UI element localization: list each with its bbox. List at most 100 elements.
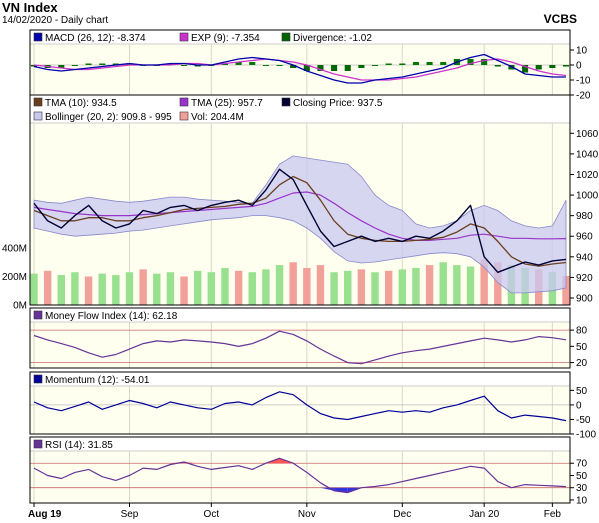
- legend-strip: [30, 437, 570, 451]
- closing-price-line: [33, 168, 567, 273]
- legend-swatch: [281, 32, 291, 42]
- divergence-bar: [385, 63, 392, 65]
- rsi-line: [33, 457, 567, 494]
- divergence-bar: [481, 59, 488, 65]
- legend-strip: [30, 308, 570, 322]
- y-tick-label: 0: [576, 61, 582, 72]
- volume-bar: [71, 272, 79, 305]
- y-tick-label: 980: [576, 211, 593, 222]
- x-tick-label: Jan 20: [469, 509, 499, 520]
- y-tick-label: 50: [576, 471, 588, 482]
- x-tick-label: Aug 19: [28, 509, 62, 520]
- rsi-oversold-area: [334, 487, 348, 493]
- divergence-bar: [494, 65, 501, 67]
- divergence-bar: [440, 62, 447, 65]
- divergence-bar: [412, 62, 419, 65]
- tma10-line: [33, 175, 567, 267]
- volume-bar: [221, 267, 229, 305]
- y-tick-label: 10: [576, 46, 588, 57]
- divergence-bar: [181, 65, 188, 66]
- divergence-bar: [167, 63, 174, 65]
- y-tick-label: 20: [576, 358, 588, 369]
- volume-tick-label: 200M: [2, 272, 27, 283]
- y-tick-label: 1000: [576, 191, 599, 202]
- volume-bar: [316, 265, 325, 305]
- volume-bar: [234, 270, 243, 305]
- divergence-bar: [30, 65, 38, 67]
- volume-bar: [180, 276, 188, 305]
- y-tick-label: 920: [576, 273, 593, 284]
- divergence-bar: [562, 65, 570, 67]
- legend-swatch: [179, 97, 189, 107]
- y-tick-label: -20: [576, 91, 591, 102]
- chart-subtitle: 14/02/2020 - Daily chart: [2, 15, 109, 26]
- chart-title: VN Index: [2, 0, 58, 15]
- legend-label: TMA (10): 934.5: [45, 98, 117, 109]
- momentum-line: [33, 391, 567, 422]
- volume-bar: [384, 270, 393, 305]
- volume-bar: [412, 267, 420, 305]
- volume-bar: [57, 275, 65, 305]
- divergence-bar: [262, 65, 269, 66]
- panel-frame: [29, 307, 571, 369]
- legend-strip: [30, 30, 570, 44]
- y-tick-label: -50: [576, 415, 591, 426]
- legend-label: Vol: 204.4M: [191, 112, 244, 123]
- legend-swatch: [33, 111, 43, 121]
- volume-bar: [480, 259, 488, 305]
- divergence-bar: [344, 65, 351, 71]
- volume-bar: [84, 276, 93, 305]
- volume-tick-label: 400M: [2, 244, 27, 255]
- legend-swatch: [179, 111, 189, 121]
- volume-bar: [262, 269, 270, 305]
- volume-bar: [139, 269, 147, 305]
- divergence-bar: [99, 63, 106, 65]
- legend-swatch: [33, 310, 43, 320]
- mfi-line: [33, 330, 567, 365]
- divergence-bar: [522, 65, 529, 73]
- y-tick-label: 50: [576, 342, 588, 353]
- divergence-bar: [426, 62, 433, 65]
- panel-frame: [29, 436, 571, 504]
- legend-label: Closing Price: 937.5: [293, 98, 383, 109]
- exp-line: [33, 58, 567, 81]
- volume-bar: [112, 275, 120, 305]
- y-tick-label: 30: [576, 483, 588, 494]
- divergence-bar: [276, 65, 283, 66]
- y-tick-label: 50: [576, 386, 588, 397]
- volume-bar: [153, 273, 161, 305]
- divergence-bar: [58, 65, 65, 68]
- volume-tick-label: 0M: [13, 301, 27, 312]
- y-tick-label: 940: [576, 252, 593, 263]
- legend-swatch: [33, 97, 43, 107]
- legend-label: Momentum (12): -54.01: [45, 375, 150, 386]
- volume-bar: [439, 262, 447, 305]
- panel-frame: [29, 94, 571, 306]
- divergence-bar: [71, 65, 78, 66]
- x-tick-label: Oct: [204, 509, 220, 520]
- x-tick-label: Sep: [121, 509, 139, 520]
- divergence-bar: [399, 63, 406, 65]
- x-tick-label: Feb: [544, 509, 562, 520]
- legend-label: EXP (9): -7.354: [191, 33, 260, 44]
- x-tick-label: Dec: [393, 509, 411, 520]
- divergence-bar: [331, 65, 338, 71]
- y-tick-label: 10: [576, 495, 588, 506]
- volume-bar: [371, 272, 379, 305]
- legend-swatch: [281, 97, 291, 107]
- volume-bar: [303, 267, 311, 305]
- volume-bar: [453, 265, 461, 305]
- volume-bar: [43, 270, 52, 305]
- volume-bar: [98, 273, 106, 305]
- volume-bar: [275, 265, 284, 305]
- legend-label: Bollinger (20, 2): 909.8 - 995: [45, 112, 172, 123]
- legend-label: TMA (25): 957.7: [191, 98, 263, 109]
- legend-swatch: [179, 32, 189, 42]
- volume-bar: [357, 269, 366, 305]
- y-tick-label: 80: [576, 326, 588, 337]
- volume-bar: [330, 272, 338, 305]
- volume-bar: [466, 266, 475, 305]
- y-tick-label: 1020: [576, 170, 599, 181]
- divergence-bar: [549, 65, 556, 68]
- y-tick-label: -100: [576, 430, 596, 441]
